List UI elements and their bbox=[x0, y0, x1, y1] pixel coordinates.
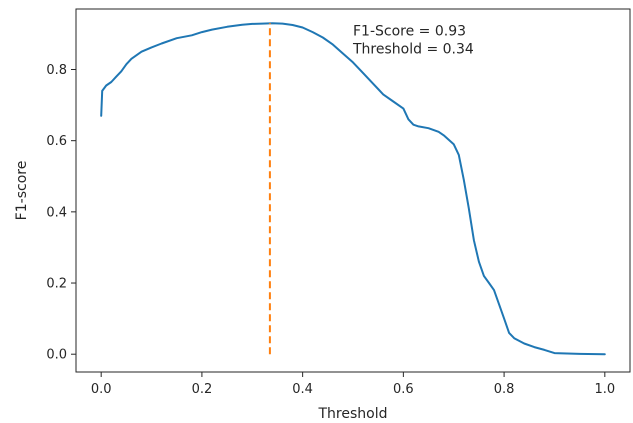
y-tick-label: 0.0 bbox=[46, 348, 67, 363]
annotation-text: Threshold = 0.34 bbox=[352, 41, 474, 57]
x-tick-label: 0.0 bbox=[91, 382, 112, 397]
series-layer bbox=[100, 22, 606, 356]
y-tick-label: 0.2 bbox=[46, 277, 67, 292]
x-axis-ticks: 0.0 0.2 0.4 0.6 0.8 1.0 bbox=[91, 372, 615, 397]
y-tick-label: 0.8 bbox=[46, 63, 67, 78]
x-tick-label: 0.4 bbox=[292, 382, 313, 397]
f1-score-line bbox=[100, 22, 606, 356]
y-tick-label: 0.6 bbox=[46, 134, 67, 149]
plot-frame bbox=[75, 8, 631, 373]
x-tick-label: 0.6 bbox=[393, 382, 414, 397]
x-tick-label: 1.0 bbox=[594, 382, 615, 397]
x-tick-label: 0.8 bbox=[494, 382, 515, 397]
y-tick-label: 0.4 bbox=[46, 205, 67, 220]
x-tick-label: 0.2 bbox=[192, 382, 213, 397]
x-axis-label: Threshold bbox=[318, 406, 388, 422]
y-axis-label: F1-score bbox=[14, 161, 30, 221]
y-axis-ticks: 0.0 0.2 0.4 0.6 0.8 bbox=[46, 63, 76, 363]
annotation-text: F1-Score = 0.93 bbox=[353, 24, 466, 40]
